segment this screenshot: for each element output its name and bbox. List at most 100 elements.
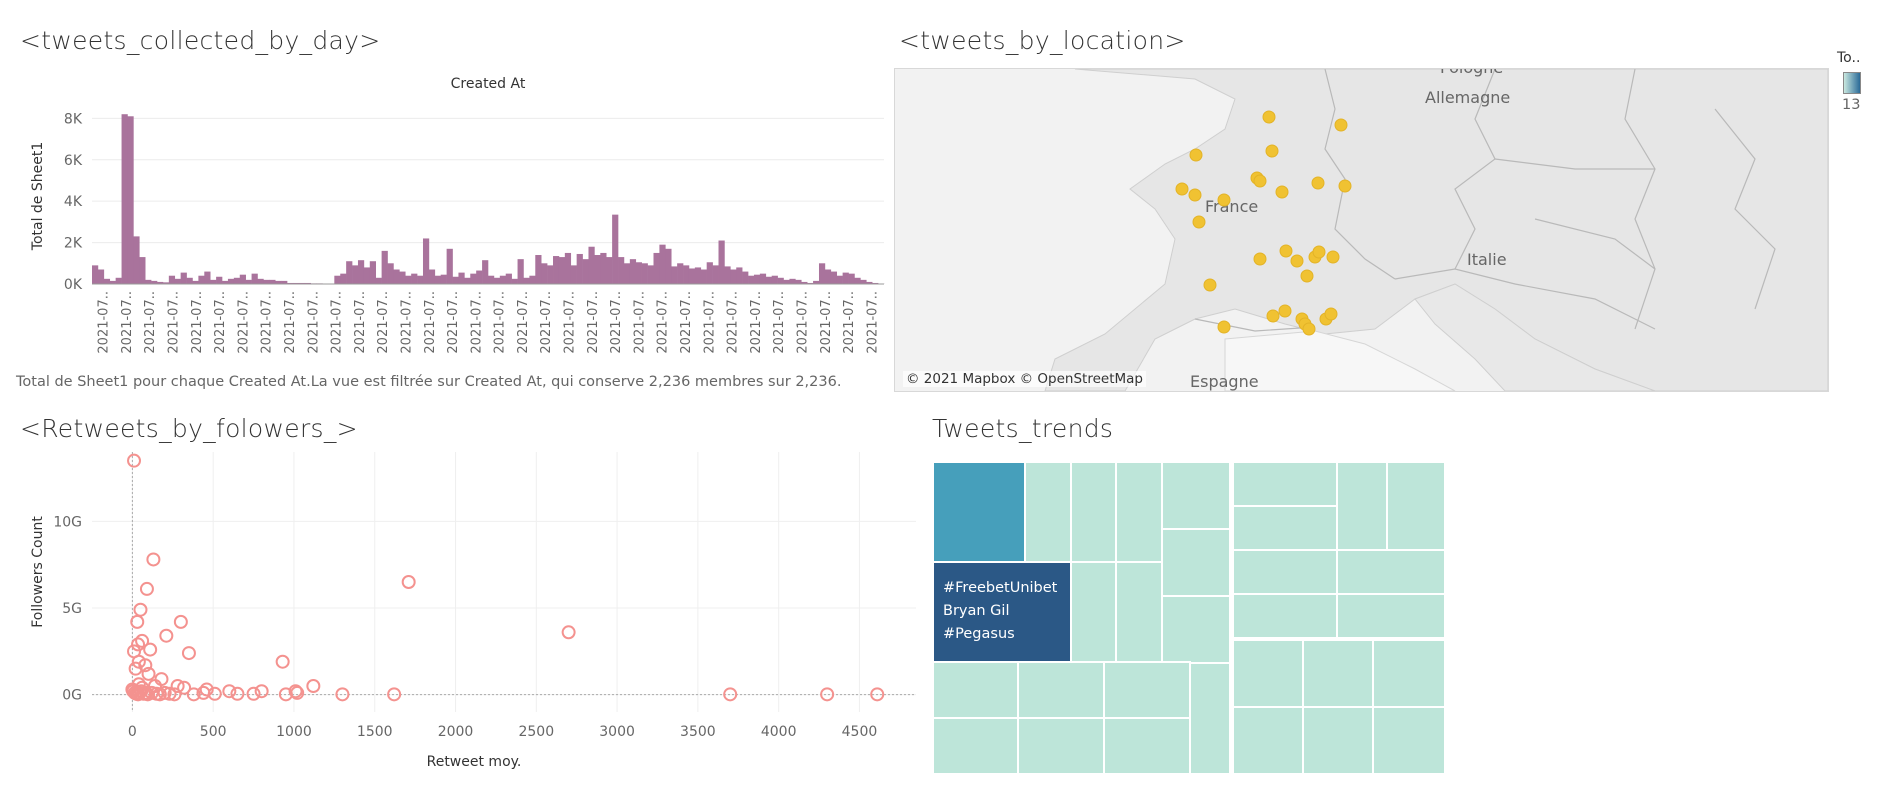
treemap-label-line-2: Bryan Gil	[943, 603, 1009, 619]
scatter-point	[246, 686, 261, 701]
bar-y-tick: 4K	[64, 194, 83, 210]
scatter-point	[306, 679, 321, 693]
bar	[582, 259, 589, 284]
bar	[422, 238, 430, 284]
bar-x-tick: 2021-07..	[656, 291, 671, 354]
scatter-point	[387, 687, 402, 702]
map-point	[1262, 110, 1276, 124]
treemap-cell	[1017, 661, 1105, 719]
bar-x-tick: 2021-07..	[376, 291, 391, 354]
treemap-cell-top[interactable]	[933, 462, 1026, 563]
bar	[753, 274, 761, 284]
scatter-x-tick: 500	[200, 724, 227, 740]
tweets-by-day-chart[interactable]: Created At Total de Sheet1 0K 2K 4K 6K 8K 2021-…	[0, 66, 890, 366]
bar-x-tick: 2021-07..	[516, 291, 531, 354]
map-credit: © 2021 Mapbox © OpenStreetMap	[903, 371, 1146, 387]
bar	[505, 273, 512, 284]
bar	[275, 280, 282, 284]
bar	[535, 255, 542, 284]
bar	[458, 272, 465, 284]
location-map[interactable]: Pologne Allemagne France Italie Espagne …	[894, 68, 1829, 392]
bar	[340, 273, 347, 284]
treemap-cell	[1386, 462, 1445, 551]
bar-x-tick: 2021-07..	[586, 291, 601, 354]
bar-x-tick: 2021-07..	[702, 291, 717, 354]
bar	[145, 279, 152, 284]
bar	[482, 260, 489, 284]
bar-x-tick: 2021-07..	[539, 291, 554, 354]
bar	[635, 262, 642, 284]
bar	[813, 280, 820, 284]
bar-x-tick: 2021-07..	[679, 291, 694, 354]
bar	[499, 275, 507, 284]
bar-x-tick: 2021-07..	[632, 291, 647, 354]
bar	[700, 269, 707, 284]
bar	[541, 263, 548, 284]
bar	[346, 261, 353, 284]
map-point	[1326, 250, 1340, 264]
retweets-by-followers-chart[interactable]: 0 500 1000 1500 2000 2500 3000 3500 4000 4500 0G 5G…	[0, 452, 930, 782]
treemap-cell	[1232, 462, 1338, 507]
bar-x-tick: 2021-07..	[399, 291, 414, 354]
bar	[665, 248, 672, 284]
bar	[186, 277, 193, 284]
bar	[369, 261, 377, 284]
bar	[292, 282, 300, 284]
tweets-trends-treemap[interactable]: #FreebetUnibet Bryan Gil #Pegasus	[933, 462, 1445, 774]
map-point	[1324, 307, 1338, 321]
treemap-cell	[1115, 462, 1163, 563]
bar-x-tick: 2021-07..	[97, 291, 112, 354]
bar	[103, 278, 111, 284]
scatter-point	[131, 687, 146, 702]
map-legend-title: To..	[1837, 50, 1861, 66]
bar-x-tick: 2021-07..	[167, 291, 182, 354]
bar	[363, 267, 371, 284]
map-point	[1278, 304, 1292, 318]
scatter-point	[127, 453, 142, 468]
bar	[115, 277, 122, 284]
treemap-cell-highlight[interactable]	[933, 561, 1072, 663]
bar	[576, 253, 583, 284]
scatter-point	[561, 625, 576, 640]
map-legend-swatch	[1843, 72, 1861, 94]
bar-x-tick: 2021-07..	[865, 291, 880, 354]
treemap-cell	[1017, 717, 1105, 774]
scatter-x-tick: 2500	[518, 724, 554, 740]
bar	[623, 263, 631, 284]
bar	[547, 265, 554, 284]
bar	[683, 265, 690, 284]
treemap-cell	[1161, 462, 1231, 530]
treemap-cell	[1161, 528, 1231, 597]
bar	[192, 280, 199, 284]
bar	[352, 265, 359, 284]
scatter-point	[170, 679, 185, 693]
bar	[629, 259, 637, 284]
bar-x-tick: 2021-07..	[353, 291, 368, 354]
scatter-x-tick: 3000	[599, 724, 635, 740]
bar-x-tick: 2021-07..	[330, 291, 345, 354]
bar	[139, 257, 146, 284]
bar	[493, 277, 501, 284]
scatter-point	[278, 687, 293, 702]
scatter-point	[133, 602, 148, 617]
bar	[677, 263, 684, 284]
bar	[222, 280, 229, 284]
bar	[405, 275, 412, 284]
bar	[795, 279, 802, 284]
bar	[570, 265, 577, 284]
treemap-label-line-1: #FreebetUnibet	[943, 580, 1058, 596]
treemap-cell	[1103, 717, 1191, 774]
map-point	[1290, 254, 1304, 268]
treemap-cell	[1302, 706, 1374, 774]
scatter-y-tick: 10G	[53, 514, 82, 530]
bar	[818, 263, 826, 284]
treemap-cell	[1336, 462, 1388, 551]
bar	[866, 281, 873, 284]
bar	[618, 257, 625, 284]
title-tweets-by-day: <tweets_collected_by_day>	[20, 26, 381, 55]
map-point	[1192, 215, 1206, 229]
bar	[399, 271, 406, 284]
bar	[375, 277, 382, 284]
scatter-point	[288, 684, 303, 699]
treemap-cell	[1024, 462, 1072, 563]
